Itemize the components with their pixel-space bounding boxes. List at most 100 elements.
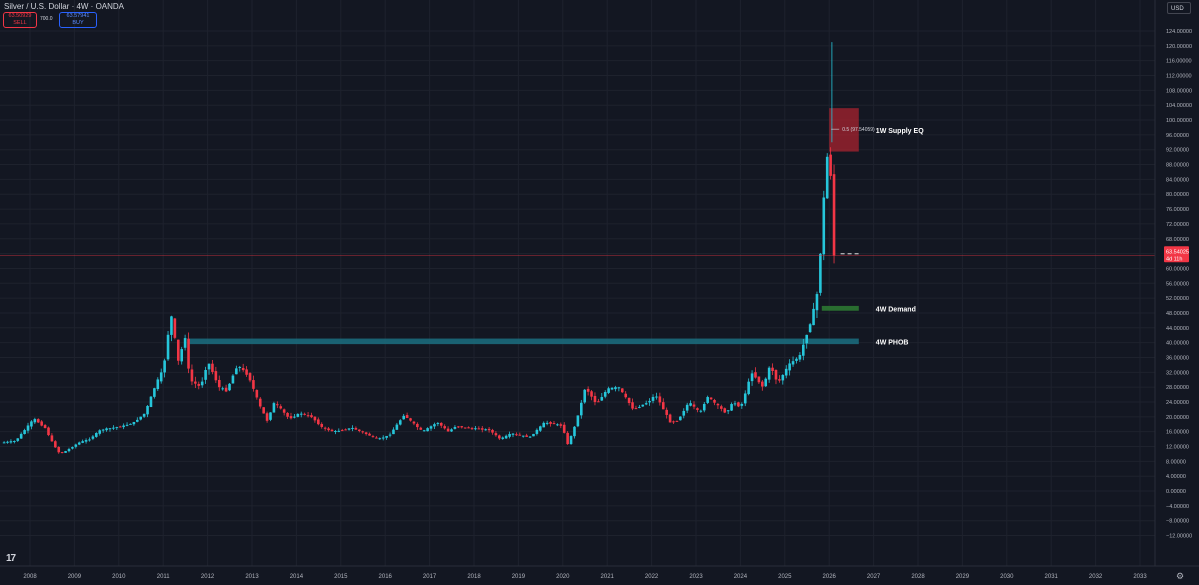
candle-body: [67, 449, 71, 452]
sell-button[interactable]: 63.50929 SELL: [3, 12, 37, 28]
candle-body: [702, 403, 706, 411]
candle-body: [419, 427, 423, 430]
candle-body: [180, 349, 183, 362]
candle-body: [593, 395, 597, 403]
candle-body: [556, 424, 559, 426]
candle-body: [487, 428, 491, 431]
price-tick-label: 76.00000: [1166, 207, 1189, 213]
time-tick-label: 2033: [1133, 574, 1147, 580]
phob-zone: [189, 338, 859, 345]
candle-body: [518, 434, 522, 436]
candle-body: [265, 413, 269, 421]
candle-body: [470, 428, 474, 430]
chart-grid: [0, 0, 1155, 566]
candle-body: [685, 404, 689, 411]
time-tick-label: 2026: [823, 574, 837, 580]
price-tick-label: 68.00000: [1166, 237, 1189, 243]
candle-body: [272, 403, 276, 413]
candle-body: [323, 427, 327, 429]
candle-body: [508, 433, 511, 437]
price-tick-label: 4.00000: [1166, 474, 1186, 480]
candle-body: [774, 370, 778, 380]
candle-body: [170, 316, 173, 335]
time-axis[interactable]: 2008 2009 2010 2011 2012 2013 2014 2015 2016 2017…: [23, 574, 1147, 580]
price-tick-label: 72.00000: [1166, 222, 1189, 228]
candle-body: [173, 318, 177, 338]
current-price-label: 63.54025: [1166, 249, 1189, 255]
candle-body: [757, 376, 761, 383]
candle-body: [385, 435, 388, 438]
candle-body: [781, 374, 785, 381]
price-tick-label: 108.00000: [1166, 88, 1192, 94]
candle-body: [252, 380, 255, 389]
candle-body: [16, 438, 20, 441]
time-tick-label: 2019: [512, 574, 526, 580]
symbol-title[interactable]: Silver / U.S. Dollar · 4W · OANDA: [4, 2, 125, 11]
candle-body: [832, 174, 836, 256]
candle-body: [515, 434, 518, 436]
candle-body: [91, 436, 95, 439]
candle-body: [6, 441, 9, 443]
tradingview-logo-icon[interactable]: 17: [6, 553, 16, 564]
candle-body: [542, 422, 546, 428]
candle-body: [211, 363, 214, 372]
candle-body: [771, 367, 774, 371]
candle-body: [692, 404, 696, 407]
candle-body: [467, 427, 470, 429]
time-tick-label: 2020: [556, 574, 570, 580]
candle-body: [23, 430, 26, 435]
candle-body: [788, 363, 791, 371]
candle-body: [112, 427, 115, 429]
countdown-label: 4d 11h: [1166, 256, 1182, 262]
time-tick-label: 2012: [201, 574, 215, 580]
currency-selector[interactable]: USD: [1167, 2, 1191, 14]
candle-body: [754, 372, 757, 378]
candle-body: [354, 427, 358, 430]
candle-body: [136, 419, 139, 422]
candle-body: [378, 438, 382, 440]
candle-body: [81, 441, 84, 443]
candle-body: [733, 403, 737, 405]
candle-body: [149, 396, 153, 408]
candle-body: [101, 429, 105, 431]
candle-body: [723, 408, 727, 413]
price-tick-label: 40.00000: [1166, 341, 1189, 347]
candle-body: [699, 410, 703, 412]
buy-button[interactable]: 63.57941 BUY: [59, 12, 97, 28]
candle-body: [163, 360, 166, 373]
candle-body: [600, 397, 604, 401]
price-tick-label: 52.00000: [1166, 296, 1189, 302]
candle-body: [672, 421, 675, 423]
candle-body: [258, 398, 262, 407]
price-tick-label: 100.00000: [1166, 118, 1192, 124]
time-tick-label: 2008: [23, 574, 37, 580]
candle-body: [528, 436, 532, 438]
candle-body: [344, 429, 347, 431]
price-axis[interactable]: 124.00000 120.00000 116.00000 112.00000 108.…: [1164, 29, 1192, 540]
candle-body: [603, 392, 607, 397]
candle-body: [235, 368, 238, 375]
candle-body: [306, 415, 310, 417]
candle-body: [750, 373, 754, 382]
candle-body: [296, 413, 300, 417]
candle-body: [802, 344, 805, 356]
price-tick-label: 28.00000: [1166, 385, 1189, 391]
candle-body: [696, 408, 699, 410]
candle-body: [412, 421, 416, 424]
spread-value: 700.0: [40, 16, 53, 22]
candle-body: [559, 424, 563, 426]
candle-body: [317, 419, 320, 425]
candle-body: [668, 414, 672, 423]
candle-body: [433, 424, 436, 427]
supply-zone: [829, 108, 859, 152]
price-tick-label: −8.00000: [1166, 519, 1189, 525]
price-tick-label: −4.00000: [1166, 504, 1189, 510]
candle-body: [566, 432, 569, 445]
buy-label: BUY: [72, 20, 84, 26]
zones-layer: [189, 108, 859, 345]
gear-icon[interactable]: ⚙: [1176, 571, 1185, 581]
candle-body: [713, 400, 716, 403]
candle-body: [190, 369, 194, 382]
candle-body: [132, 421, 136, 425]
